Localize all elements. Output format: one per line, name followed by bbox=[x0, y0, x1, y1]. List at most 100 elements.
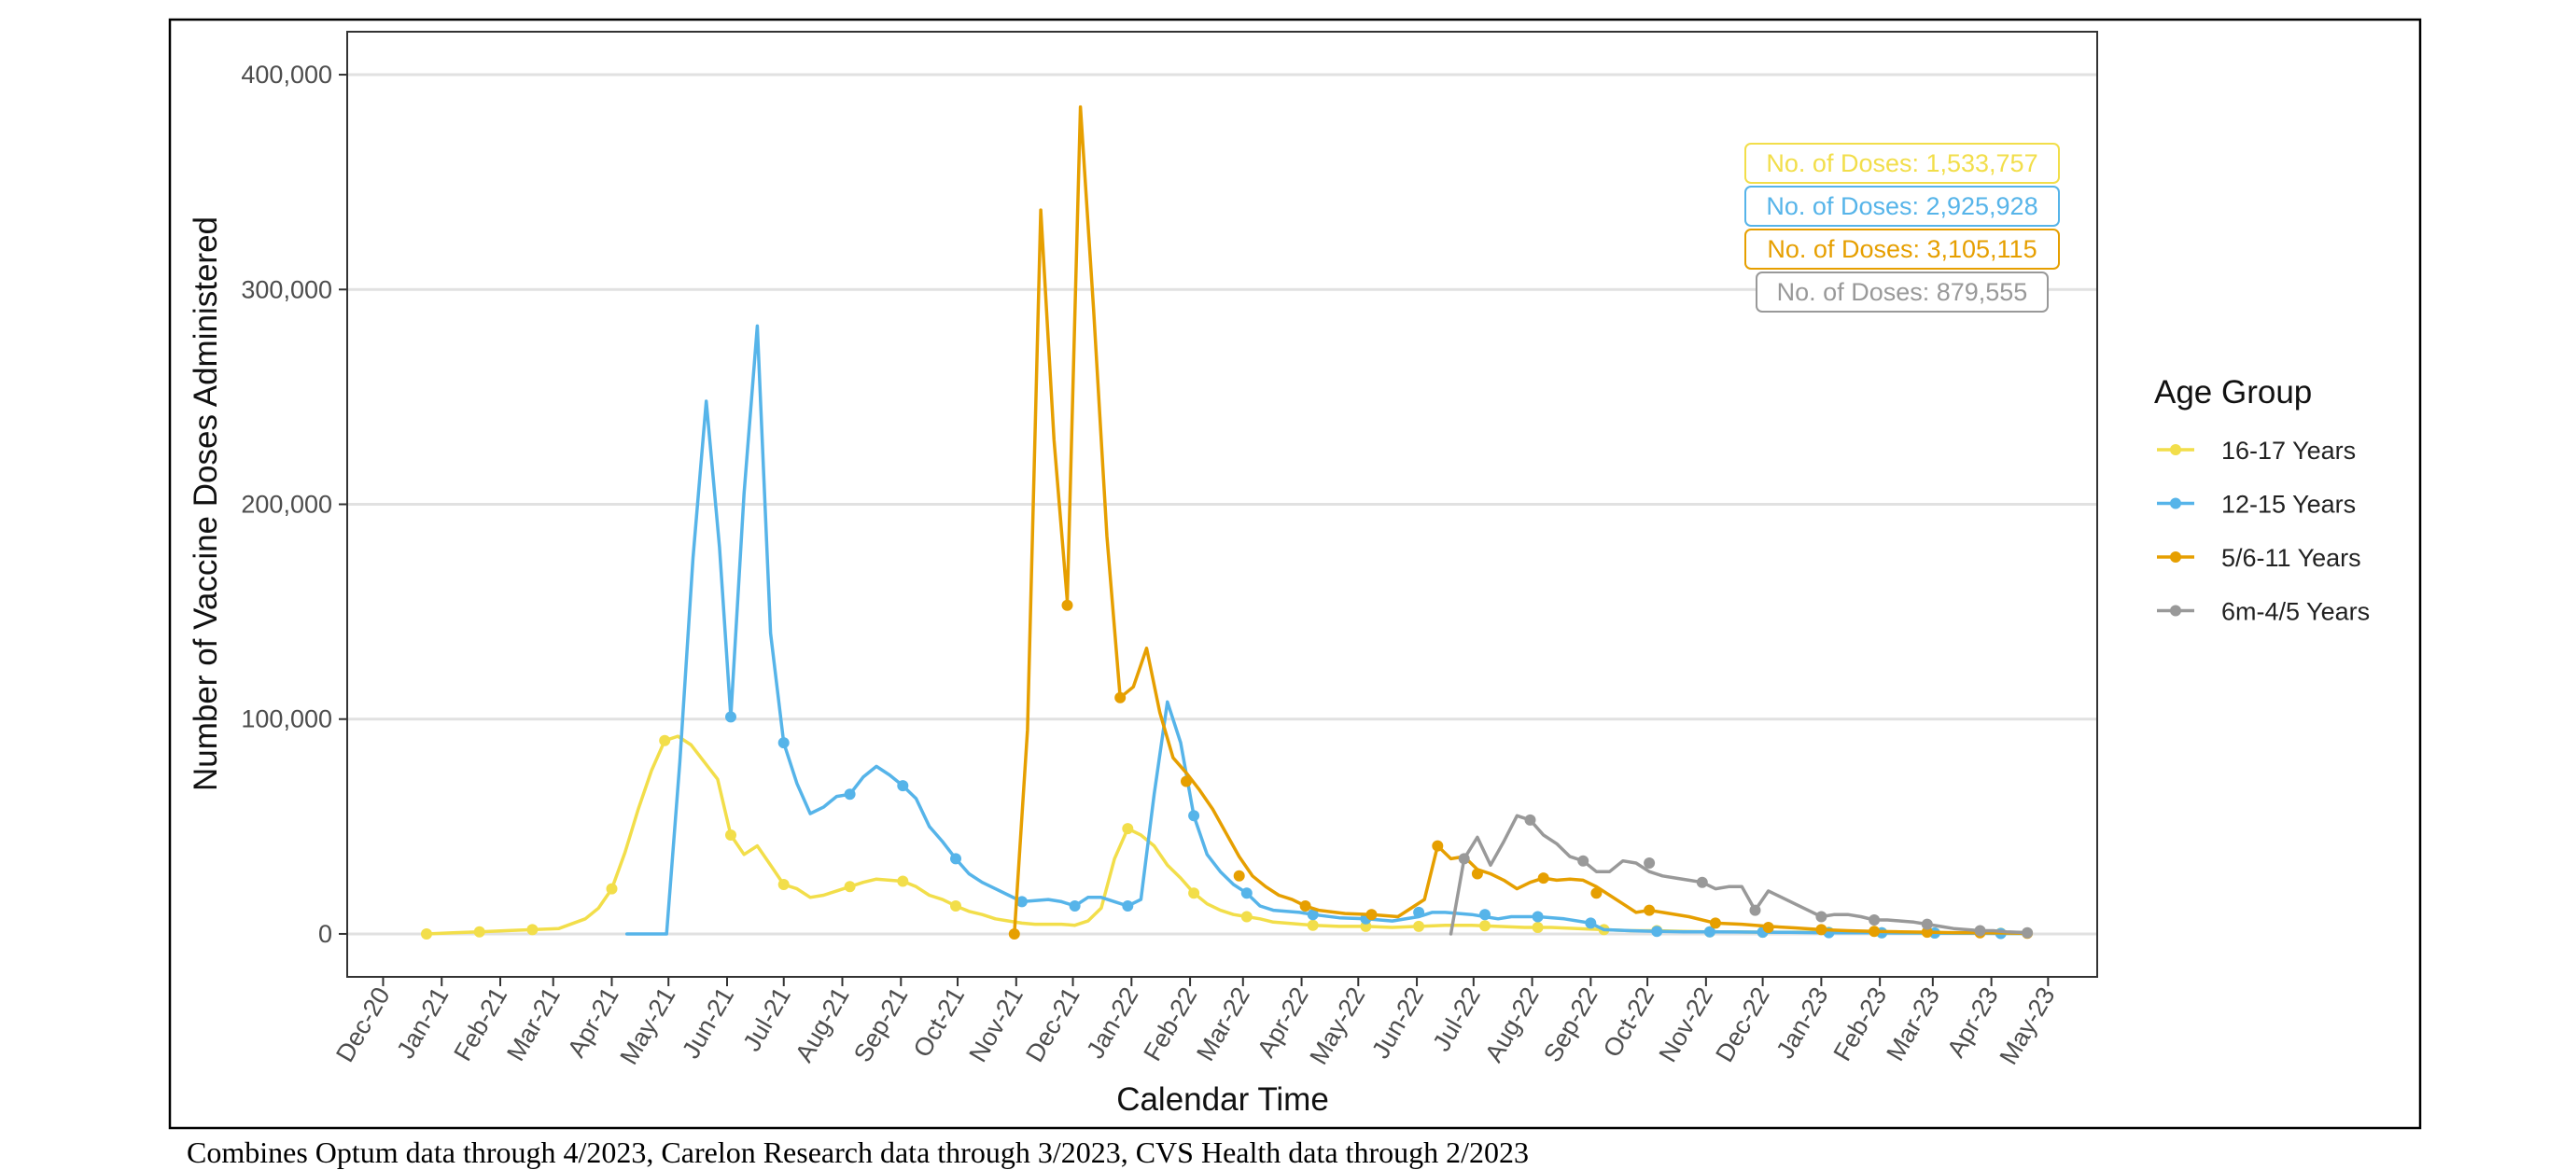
x-tick-label: Jun-22 bbox=[1366, 982, 1429, 1064]
dose-annotations: No. of Doses: 1,533,757 No. of Doses: 2,9… bbox=[1744, 143, 2060, 313]
y-tick-label: 300,000 bbox=[241, 275, 332, 303]
annotation-text: No. of Doses: 879,555 bbox=[1777, 278, 2028, 306]
data-point bbox=[1307, 909, 1319, 921]
x-tick-label: Jan-23 bbox=[1771, 982, 1833, 1064]
data-point bbox=[725, 711, 736, 723]
legend-item: 6m-4/5 Years bbox=[2157, 598, 2370, 626]
data-point bbox=[1188, 810, 1200, 822]
legend-marker bbox=[2170, 605, 2181, 617]
legend-title: Age Group bbox=[2154, 374, 2312, 411]
legend-label: 12-15 Years bbox=[2221, 491, 2356, 519]
dose-annotation: No. of Doses: 1,533,757 bbox=[1744, 143, 2060, 184]
data-point bbox=[1240, 887, 1253, 899]
data-point bbox=[1365, 909, 1378, 921]
data-point bbox=[844, 788, 856, 801]
data-point bbox=[1307, 919, 1319, 931]
legend-item: 16-17 Years bbox=[2157, 437, 2356, 465]
x-tick-label: Sep-22 bbox=[1538, 982, 1603, 1066]
x-tick-label: Mar-21 bbox=[501, 982, 566, 1066]
data-point bbox=[1921, 926, 1933, 939]
x-axis-title: Calendar Time bbox=[1116, 1081, 1329, 1118]
data-point bbox=[1188, 887, 1200, 899]
data-point bbox=[777, 879, 790, 890]
y-axis-title: Number of Vaccine Doses Administered bbox=[188, 216, 224, 791]
data-point bbox=[1703, 926, 1715, 938]
data-point bbox=[473, 926, 485, 938]
data-point bbox=[1061, 599, 1073, 611]
x-tick-label: Dec-20 bbox=[330, 982, 396, 1066]
dose-annotation: No. of Doses: 879,555 bbox=[1756, 272, 2049, 313]
data-point bbox=[1696, 876, 1708, 888]
legend-label: 5/6-11 Years bbox=[2221, 544, 2361, 572]
legend-marker bbox=[2170, 497, 2181, 509]
data-point bbox=[1644, 904, 1656, 916]
x-tick-label: Dec-22 bbox=[1710, 982, 1775, 1066]
data-point bbox=[1114, 691, 1127, 703]
x-tick-label: Mar-22 bbox=[1191, 982, 1255, 1066]
data-point bbox=[1749, 904, 1761, 916]
y-tick-label: 200,000 bbox=[241, 491, 332, 519]
data-point bbox=[1577, 855, 1589, 867]
data-point bbox=[1815, 924, 1827, 936]
annotation-text: No. of Doses: 3,105,115 bbox=[1767, 235, 2037, 263]
x-tick-label: Oct-22 bbox=[1598, 982, 1659, 1062]
series-line bbox=[1449, 814, 2029, 936]
data-point bbox=[844, 881, 856, 893]
data-point bbox=[1122, 900, 1134, 912]
data-point bbox=[1479, 920, 1491, 932]
data-point bbox=[1532, 922, 1544, 933]
legend: Age Group 16-17 Years 12-15 Years 5/6-11 Y… bbox=[2154, 374, 2370, 626]
data-point bbox=[526, 924, 539, 936]
x-tick-label: Oct-21 bbox=[908, 982, 970, 1062]
legend-item: 12-15 Years bbox=[2157, 491, 2356, 519]
x-axis: Dec-20Jan-21Feb-21Mar-21Apr-21May-21Jun-… bbox=[330, 977, 2061, 1069]
legend-item: 5/6-11 Years bbox=[2157, 544, 2361, 572]
caption: Combines Optum data through 4/2023, Care… bbox=[187, 1135, 1529, 1169]
series-3 bbox=[1449, 814, 2034, 939]
data-point bbox=[1413, 906, 1425, 918]
data-point bbox=[897, 780, 909, 792]
data-point bbox=[1537, 872, 1549, 884]
y-axis: 0 100,000 200,000 300,000 400,000 bbox=[241, 61, 347, 948]
data-point bbox=[1299, 900, 1311, 912]
annotation-box bbox=[1756, 272, 2049, 313]
annotation-text: No. of Doses: 1,533,757 bbox=[1766, 149, 2037, 177]
x-tick-label: May-23 bbox=[1995, 982, 2061, 1069]
data-point bbox=[659, 734, 671, 746]
data-point bbox=[1479, 909, 1491, 921]
x-tick-label: Sep-21 bbox=[848, 982, 914, 1066]
annotation-box bbox=[1744, 229, 2060, 270]
data-point bbox=[1532, 911, 1544, 923]
series-2 bbox=[1008, 104, 2034, 940]
x-tick-label: Aug-22 bbox=[1479, 982, 1545, 1066]
data-point bbox=[777, 737, 790, 749]
x-tick-label: Jun-21 bbox=[677, 982, 739, 1064]
x-tick-label: Aug-21 bbox=[790, 982, 855, 1066]
series-line bbox=[624, 324, 2029, 936]
y-tick-label: 0 bbox=[318, 920, 332, 948]
x-tick-label: Dec-21 bbox=[1020, 982, 1085, 1066]
data-point bbox=[1869, 926, 1881, 938]
data-point bbox=[1651, 926, 1663, 938]
data-point bbox=[421, 928, 432, 940]
annotation-box bbox=[1744, 143, 2060, 184]
legend-marker bbox=[2170, 551, 2181, 563]
x-tick-label: Jan-21 bbox=[391, 982, 454, 1064]
data-point bbox=[1762, 922, 1774, 933]
x-tick-label: Apr-23 bbox=[1941, 982, 2004, 1062]
data-point bbox=[1644, 857, 1656, 869]
data-point bbox=[1710, 917, 1721, 929]
dose-annotation: No. of Doses: 2,925,928 bbox=[1744, 186, 2060, 227]
data-point bbox=[1413, 920, 1425, 932]
x-tick-label: Nov-21 bbox=[963, 982, 1029, 1066]
data-point bbox=[1869, 914, 1881, 926]
annotation-text: No. of Doses: 2,925,928 bbox=[1766, 192, 2037, 220]
data-point bbox=[1122, 823, 1134, 835]
data-point bbox=[725, 829, 736, 841]
x-tick-label: Jul-22 bbox=[1427, 982, 1486, 1056]
y-tick-label: 400,000 bbox=[241, 61, 332, 89]
series-lines bbox=[421, 104, 2034, 940]
x-tick-label: Apr-21 bbox=[562, 982, 624, 1062]
data-point bbox=[1015, 896, 1028, 908]
